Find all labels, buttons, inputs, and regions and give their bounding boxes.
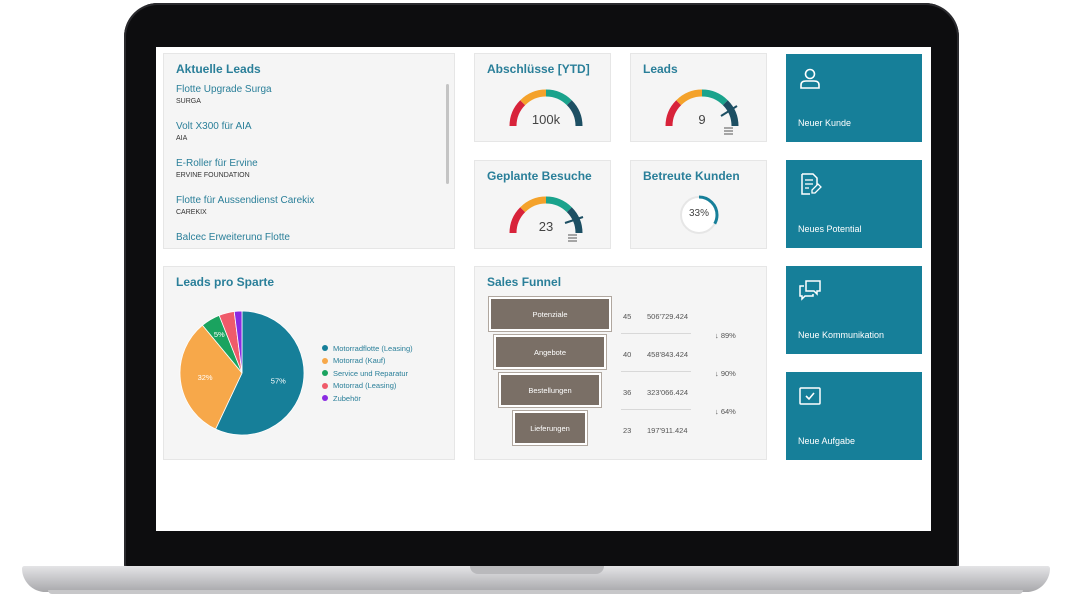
pie-slice-0[interactable] bbox=[215, 310, 305, 436]
legend-label: Zubehör bbox=[333, 393, 361, 403]
lead-title[interactable]: Balcec Erweiterung Flotte bbox=[176, 232, 290, 240]
funnel-count: 45 bbox=[623, 312, 632, 321]
lead-item[interactable]: Volt X300 für AIA AIA bbox=[176, 121, 446, 158]
leads-panel: Aktuelle Leads Flotte Upgrade Surga SURG… bbox=[163, 53, 455, 249]
funnel-amount: 506'729.424 bbox=[647, 312, 689, 321]
lead-title[interactable]: Flotte Upgrade Surga bbox=[176, 84, 272, 95]
funnel-count: 36 bbox=[623, 388, 632, 397]
legend-swatch bbox=[322, 370, 328, 377]
lead-title[interactable]: Volt X300 für AIA bbox=[176, 121, 252, 132]
lead-item[interactable]: Balcec Erweiterung Flotte bbox=[176, 232, 446, 240]
lead-item[interactable]: Flotte Upgrade Surga SURGA bbox=[176, 84, 446, 121]
funnel-count: 23 bbox=[623, 426, 632, 435]
lead-company: AIA bbox=[176, 135, 188, 142]
funnel-separator bbox=[621, 333, 691, 334]
funnel-stage[interactable]: Lieferungen bbox=[513, 411, 587, 445]
neue-kommunikation-button[interactable]: Neue Kommunikation bbox=[786, 266, 922, 354]
pie-panel-title: Leads pro Sparte bbox=[176, 275, 275, 289]
user-icon bbox=[800, 68, 820, 89]
pie-panel: Leads pro Sparte 57% 32% 5% Motorradflotte… bbox=[163, 266, 455, 460]
kpi-abschluesse-panel: Abschlüsse [YTD] 100k bbox=[474, 53, 611, 142]
neues-potential-button[interactable]: Neues Potential bbox=[786, 160, 922, 248]
lead-company: ERVINE FOUNDATION bbox=[176, 172, 250, 179]
gauge-abschluesse bbox=[509, 89, 583, 127]
lead-title[interactable]: E-Roller für Ervine bbox=[176, 158, 258, 169]
funnel-rate: ↓ 89% bbox=[715, 331, 736, 340]
pie-slice-4[interactable] bbox=[233, 310, 243, 374]
kpi-besuche-value: 23 bbox=[538, 219, 554, 234]
kpi-kunden-title: Betreute Kunden bbox=[643, 169, 740, 183]
funnel-count: 40 bbox=[623, 350, 632, 359]
laptop-notch bbox=[470, 566, 604, 574]
task-check-icon bbox=[799, 387, 821, 405]
funnel-rate: ↓ 90% bbox=[715, 369, 736, 378]
legend-item[interactable]: Motorrad (Leasing) bbox=[322, 380, 413, 393]
laptop-foot bbox=[48, 590, 1023, 594]
neue-aufgabe-label: Neue Aufgabe bbox=[798, 436, 856, 446]
pie-slice-label: 32% bbox=[198, 373, 213, 382]
lead-company: CAREKIX bbox=[176, 209, 207, 216]
pie-slice-label: 5% bbox=[214, 330, 225, 339]
neues-potential-label: Neues Potential bbox=[798, 224, 862, 234]
pie-legend: Motorradflotte (Leasing) Motorrad (Kauf) S… bbox=[322, 342, 413, 405]
pie-slice-label: 57% bbox=[271, 377, 286, 386]
dashboard-screen: Aktuelle Leads Flotte Upgrade Surga SURG… bbox=[156, 47, 931, 531]
kpi-kunden-panel: Betreute Kunden 33% bbox=[630, 160, 767, 249]
funnel-amount: 323'066.424 bbox=[647, 388, 689, 397]
lead-item[interactable]: E-Roller für Ervine ERVINE FOUNDATION bbox=[176, 158, 446, 195]
kpi-abschluesse-title: Abschlüsse [YTD] bbox=[487, 62, 590, 76]
legend-label: Motorrad (Leasing) bbox=[333, 381, 397, 391]
kpi-leads-value: 9 bbox=[698, 112, 706, 127]
legend-item[interactable]: Service und Reparatur bbox=[322, 367, 413, 380]
lead-item[interactable]: Flotte für Aussendienst Carekix CAREKIX bbox=[176, 195, 446, 232]
lead-title[interactable]: Flotte für Aussendienst Carekix bbox=[176, 195, 315, 206]
funnel-amount: 458'843.424 bbox=[647, 350, 689, 359]
legend-swatch bbox=[322, 382, 328, 389]
neue-kommunikation-label: Neue Kommunikation bbox=[798, 330, 885, 340]
leads-list[interactable]: Flotte Upgrade Surga SURGA Volt X300 für… bbox=[176, 84, 446, 240]
kpi-abschluesse-value: 100k bbox=[531, 112, 561, 127]
legend-swatch bbox=[322, 395, 328, 402]
funnel-separator bbox=[621, 409, 691, 410]
legend-swatch bbox=[322, 357, 328, 364]
funnel-rate: ↓ 64% bbox=[715, 407, 736, 416]
gauge-leads bbox=[665, 89, 739, 135]
ring-kunden-arc bbox=[679, 195, 719, 235]
kpi-besuche-panel: Geplante Besuche 23 bbox=[474, 160, 611, 249]
kpi-besuche-title: Geplante Besuche bbox=[487, 169, 592, 183]
kpi-leads-title: Leads bbox=[643, 62, 678, 76]
legend-swatch bbox=[322, 345, 328, 352]
pie-slice-1[interactable] bbox=[179, 324, 243, 430]
funnel-separator bbox=[621, 371, 691, 372]
legend-label: Service und Reparatur bbox=[333, 368, 409, 378]
legend-label: Motorradflotte (Leasing) bbox=[333, 343, 413, 353]
chat-bubbles-icon bbox=[799, 280, 821, 301]
legend-item[interactable]: Motorrad (Kauf) bbox=[322, 355, 413, 368]
legend-item[interactable]: Motorradflotte (Leasing) bbox=[322, 342, 413, 355]
funnel-stage[interactable]: Angebote bbox=[494, 335, 606, 369]
ring-kunden bbox=[679, 195, 719, 235]
gauge-besuche bbox=[509, 196, 584, 242]
kpi-leads-panel: Leads 9 bbox=[630, 53, 767, 142]
funnel-amount: 197'911.424 bbox=[647, 426, 688, 435]
lead-company: SURGA bbox=[176, 98, 201, 105]
funnel-panel: Sales Funnel Potenziale Angebote Bestell… bbox=[474, 266, 767, 460]
funnel-stage[interactable]: Potenziale bbox=[489, 297, 611, 331]
funnel-stage[interactable]: Bestellungen bbox=[499, 373, 601, 407]
leads-panel-title: Aktuelle Leads bbox=[176, 62, 261, 76]
kpi-kunden-value: 33% bbox=[688, 208, 709, 219]
legend-label: Motorrad (Kauf) bbox=[333, 356, 386, 366]
pie-chart: 57% 32% 5% bbox=[179, 310, 305, 436]
leads-scrollbar[interactable] bbox=[446, 84, 449, 184]
neue-aufgabe-button[interactable]: Neue Aufgabe bbox=[786, 372, 922, 460]
document-edit-icon bbox=[801, 173, 822, 195]
neuer-kunde-button[interactable]: Neuer Kunde bbox=[786, 54, 922, 142]
neuer-kunde-label: Neuer Kunde bbox=[798, 118, 852, 128]
funnel-panel-title: Sales Funnel bbox=[487, 275, 562, 289]
legend-item[interactable]: Zubehör bbox=[322, 392, 413, 405]
